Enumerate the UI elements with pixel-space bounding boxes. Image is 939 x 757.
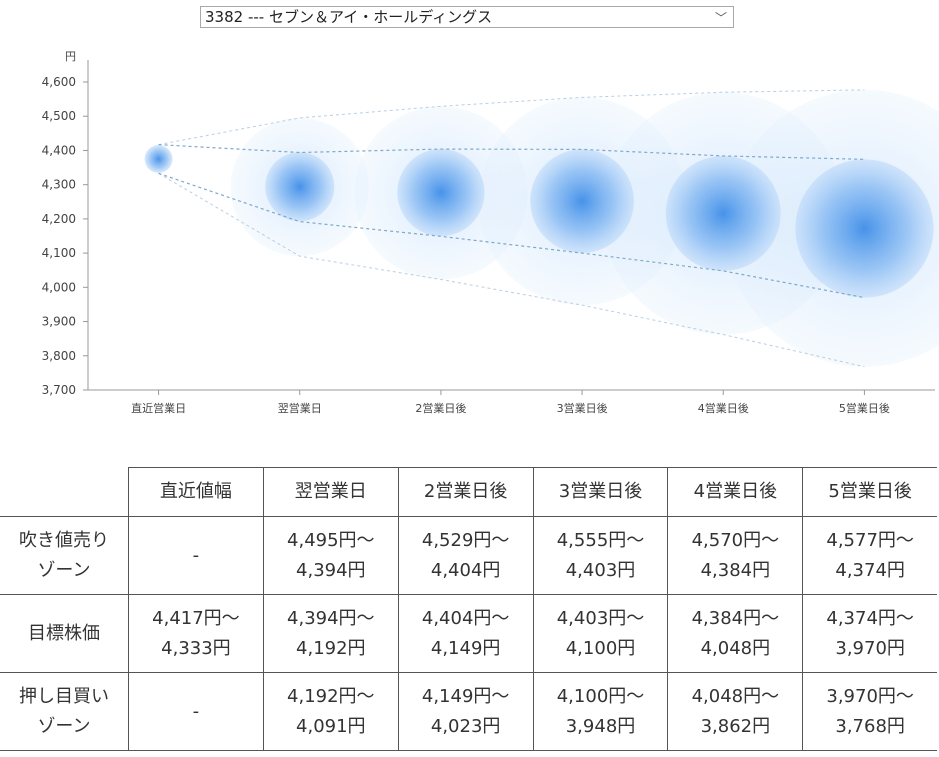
forecast-chart: 円 4,600 4,500 4,400 4,300 4,200 4,100 4,000 3,90…	[42, 50, 939, 415]
table-cell: 4,577円～ 4,374円	[802, 516, 937, 595]
table-cell: 3,970円～ 3,768円	[802, 672, 937, 751]
data-point-bubble	[795, 159, 934, 298]
table-header-blank	[0, 467, 129, 517]
row-label: 目標株価	[0, 594, 129, 673]
table-header: 3営業日後	[532, 467, 669, 517]
data-point-bubble	[530, 149, 634, 253]
table-cell: 4,555円～ 4,403円	[532, 516, 669, 595]
table-cell: -	[128, 672, 264, 751]
y-tick-label: 4,500	[42, 109, 76, 123]
table-cell: 4,100円～ 3,948円	[532, 672, 669, 751]
row-label: 押し目買い ゾーン	[0, 672, 129, 751]
row-label: 吹き値売り ゾーン	[0, 516, 129, 595]
table-header: 直近値幅	[128, 467, 264, 517]
y-tick-label: 4,300	[42, 178, 76, 192]
y-tick-label: 4,400	[42, 143, 76, 157]
y-tick-label: 4,000	[42, 280, 76, 294]
table-header-row: 直近値幅 翌営業日 2営業日後 3営業日後 4営業日後 5営業日後	[0, 467, 937, 517]
table-header: 2営業日後	[397, 467, 534, 517]
outer-upper-line	[158, 89, 865, 146]
y-tick-label: 4,200	[42, 212, 76, 226]
x-tick-label: 5営業日後	[839, 401, 890, 415]
target-upper-line	[158, 144, 865, 160]
table-header: 翌営業日	[262, 467, 399, 517]
table-cell: 4,048円～ 3,862円	[667, 672, 804, 751]
table-header: 4営業日後	[667, 467, 804, 517]
table-header: 5営業日後	[802, 467, 937, 517]
forecast-table: 直近値幅 翌営業日 2営業日後 3営業日後 4営業日後 5営業日後 吹き値売りゾ…	[0, 467, 937, 751]
x-tick-label: 直近営業日	[131, 401, 186, 415]
table-cell: 4,570円～ 4,384円	[667, 516, 804, 595]
x-tick-label: 2営業日後	[415, 401, 466, 415]
stock-selector[interactable]: 3382 --- セブン＆アイ・ホールディングス ﹀	[200, 6, 734, 28]
table-cell: 4,529円～ 4,404円	[397, 516, 534, 595]
y-tick-label: 3,900	[42, 315, 76, 329]
table-cell: 4,394円～ 4,192円	[262, 594, 399, 673]
data-point-bubble	[665, 155, 781, 271]
outer-lower-line	[158, 172, 865, 368]
y-tick-label: 4,100	[42, 246, 76, 260]
y-tick-label: 3,700	[42, 383, 76, 397]
table-cell: 4,374円～ 3,970円	[802, 594, 937, 673]
x-tick-label: 3営業日後	[557, 401, 608, 415]
data-point-bubble	[265, 152, 335, 222]
table-cell: 4,384円～ 4,048円	[667, 594, 804, 673]
table-cell: 4,149円～ 4,023円	[397, 672, 534, 751]
table-cell: 4,495円～ 4,394円	[262, 516, 399, 595]
table-cell: 4,417円～ 4,333円	[128, 594, 264, 673]
table-cell: 4,403円～ 4,100円	[532, 594, 669, 673]
x-tick-label: 4営業日後	[698, 401, 749, 415]
table-row: 押し目買い ゾーン - 4,192円～ 4,091円 4,149円～ 4,023円 4…	[0, 672, 937, 751]
data-point-bubble	[144, 145, 173, 173]
table-cell: 4,192円～ 4,091円	[262, 672, 399, 751]
table-cell: 4,404円～ 4,149円	[397, 594, 534, 673]
y-tick-label: 3,800	[42, 349, 76, 363]
stock-selector-value: 3382 --- セブン＆アイ・ホールディングス	[205, 8, 493, 26]
chevron-down-icon[interactable]: ﹀	[714, 11, 727, 25]
y-axis-unit-label: 円	[65, 50, 76, 63]
table-row: 吹き値売り ゾーン - 4,495円～ 4,394円 4,529円～ 4,404円 4…	[0, 516, 937, 595]
table-row: 目標株価 4,417円～ 4,333円 4,394円～ 4,192円 4,404円～…	[0, 594, 937, 673]
y-tick-label: 4,600	[42, 75, 76, 89]
target-lower-line	[158, 172, 865, 299]
x-tick-label: 翌営業日	[278, 401, 322, 415]
table-cell: -	[128, 516, 264, 595]
data-point-bubble	[397, 148, 485, 237]
